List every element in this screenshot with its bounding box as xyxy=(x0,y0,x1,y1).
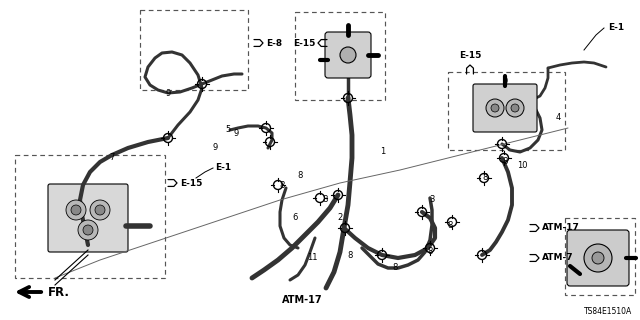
Text: E-1: E-1 xyxy=(608,23,624,33)
Text: 8: 8 xyxy=(279,180,285,189)
Text: 8: 8 xyxy=(392,263,397,273)
Text: 9: 9 xyxy=(165,89,171,98)
Circle shape xyxy=(486,99,504,117)
Text: 9: 9 xyxy=(212,143,218,153)
Text: 8: 8 xyxy=(348,251,353,260)
Text: 8: 8 xyxy=(447,220,452,229)
Text: E-15: E-15 xyxy=(294,38,316,47)
Text: E-1: E-1 xyxy=(215,164,231,172)
Bar xyxy=(140,10,248,90)
Circle shape xyxy=(90,200,110,220)
Bar xyxy=(15,155,165,278)
Circle shape xyxy=(83,225,93,235)
Text: 5: 5 xyxy=(225,125,230,134)
Text: E-15: E-15 xyxy=(180,179,202,188)
Bar xyxy=(295,12,385,100)
Circle shape xyxy=(78,220,98,240)
Text: 7: 7 xyxy=(109,154,115,163)
Text: 9: 9 xyxy=(234,129,239,138)
Circle shape xyxy=(491,104,499,112)
FancyBboxPatch shape xyxy=(473,84,537,132)
Text: 2: 2 xyxy=(337,213,342,222)
Circle shape xyxy=(71,205,81,215)
Text: 8: 8 xyxy=(483,173,488,182)
Circle shape xyxy=(340,47,356,63)
Circle shape xyxy=(66,200,86,220)
Text: E-8: E-8 xyxy=(266,38,282,47)
Text: ATM-17: ATM-17 xyxy=(542,223,580,233)
Text: FR.: FR. xyxy=(48,285,70,299)
Text: 8: 8 xyxy=(428,247,433,257)
FancyBboxPatch shape xyxy=(48,184,128,252)
Circle shape xyxy=(511,104,519,112)
Text: 8: 8 xyxy=(502,157,508,166)
Text: ATM-7: ATM-7 xyxy=(542,253,573,262)
FancyBboxPatch shape xyxy=(567,230,629,286)
Text: 8: 8 xyxy=(298,171,303,180)
Text: TS84E1510A: TS84E1510A xyxy=(584,308,632,316)
Text: 9: 9 xyxy=(502,77,508,86)
Bar xyxy=(448,72,565,150)
Text: 8: 8 xyxy=(323,196,328,204)
Text: 3: 3 xyxy=(429,196,435,204)
Text: E-15: E-15 xyxy=(459,51,481,60)
Text: 1: 1 xyxy=(380,148,386,156)
Text: 4: 4 xyxy=(556,114,561,123)
Text: 10: 10 xyxy=(516,161,527,170)
Text: 6: 6 xyxy=(292,213,298,222)
Circle shape xyxy=(584,244,612,272)
Bar xyxy=(565,218,635,295)
Text: 11: 11 xyxy=(307,253,317,262)
Circle shape xyxy=(95,205,105,215)
Circle shape xyxy=(592,252,604,264)
Circle shape xyxy=(506,99,524,117)
FancyBboxPatch shape xyxy=(325,32,371,78)
Text: ATM-17: ATM-17 xyxy=(282,295,323,305)
